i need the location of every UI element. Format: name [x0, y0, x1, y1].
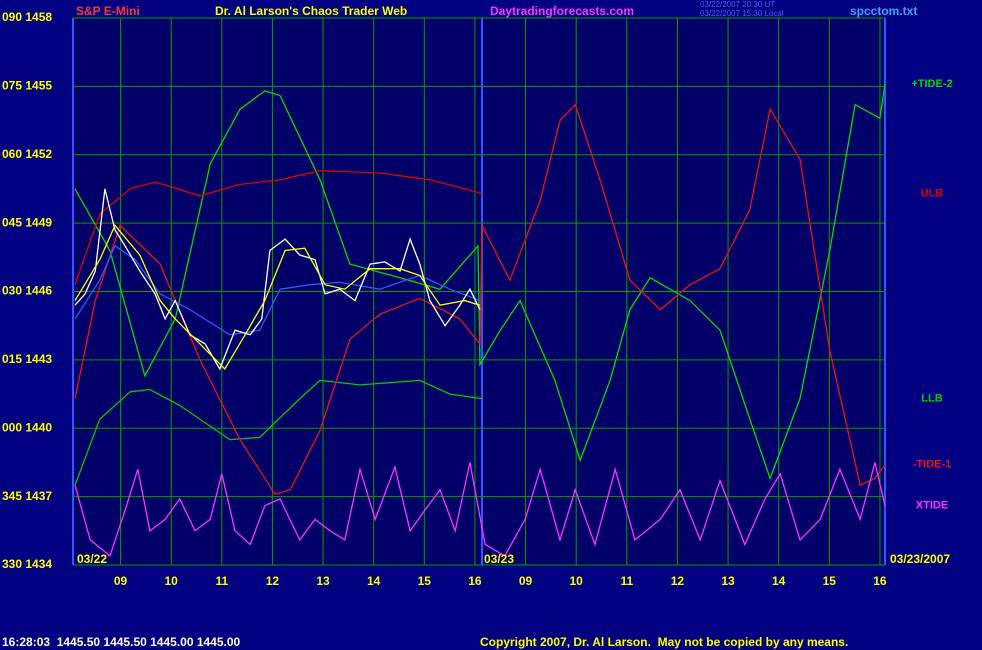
- y-tick-label: 045 1449: [2, 215, 52, 229]
- x-tick-label: 16: [873, 574, 887, 588]
- x-tick-label: 13: [721, 574, 735, 588]
- x-tick-label: 10: [570, 574, 584, 588]
- series-lines: [74, 84, 886, 557]
- x-tick-label: 14: [367, 574, 381, 588]
- series-line: [74, 244, 481, 336]
- date-label: 03/22: [77, 552, 107, 566]
- file-name: spcctom.txt: [850, 4, 917, 18]
- series-label: +TIDE-2: [911, 78, 952, 90]
- y-tick-label: 345 1437: [2, 489, 52, 503]
- x-tick-label: 11: [215, 574, 228, 588]
- x-tick-label: 13: [316, 574, 330, 588]
- y-tick-label: 075 1455: [2, 79, 52, 93]
- series-label: LLB: [921, 393, 942, 405]
- series-line: [74, 84, 886, 481]
- series-label: -TIDE-1: [913, 459, 952, 471]
- date-label: 03/23/2007: [890, 552, 950, 566]
- y-tick-label: 330 1434: [2, 557, 52, 571]
- site-title: Dr. Al Larson's Chaos Trader Web: [215, 4, 407, 18]
- x-tick-label: 12: [266, 574, 280, 588]
- x-tick-label: 14: [772, 574, 786, 588]
- quote: 16:28:03 1445.50 1445.50 1445.00 1445.00: [2, 635, 241, 649]
- site-url: Daytradingforecasts.com: [490, 4, 634, 18]
- series-line: [74, 462, 886, 557]
- symbol: S&P E-Mini: [76, 4, 140, 18]
- series-line: [74, 188, 481, 371]
- x-tick-label: 16: [468, 574, 482, 588]
- x-tick-label: 10: [165, 574, 179, 588]
- y-tick-label: 030 1446: [2, 284, 52, 298]
- y-tick-label: 060 1452: [2, 147, 52, 161]
- x-tick-label: 12: [671, 574, 685, 588]
- y-tick-label: 090 1458: [2, 10, 52, 24]
- x-tick-label: 15: [418, 574, 432, 588]
- timestamp-local: 03/22/2007 15:30 Local: [700, 9, 784, 18]
- series-line: [74, 379, 483, 486]
- y-tick-label: 000 1440: [2, 420, 52, 434]
- series-line: [74, 170, 483, 285]
- date-label: 03/23: [484, 552, 514, 566]
- x-tick-label: 09: [519, 574, 533, 588]
- y-tick-label: 015 1443: [2, 352, 52, 366]
- series-line: [74, 103, 886, 496]
- x-tick-label: 09: [114, 574, 128, 588]
- series-label: ULB: [921, 187, 944, 199]
- series-line: [74, 224, 481, 371]
- labels: 090 1458 075 1455 060 1452 045 1449 030 1446…: [2, 10, 953, 588]
- x-tick-label: 15: [823, 574, 837, 588]
- x-tick-label: 11: [620, 574, 633, 588]
- copyright: Copyright 2007, Dr. Al Larson. May not b…: [480, 635, 848, 649]
- timestamp-ut: 03/22/2007 20:30 UT: [700, 0, 775, 9]
- series-label: XTIDE: [916, 500, 948, 512]
